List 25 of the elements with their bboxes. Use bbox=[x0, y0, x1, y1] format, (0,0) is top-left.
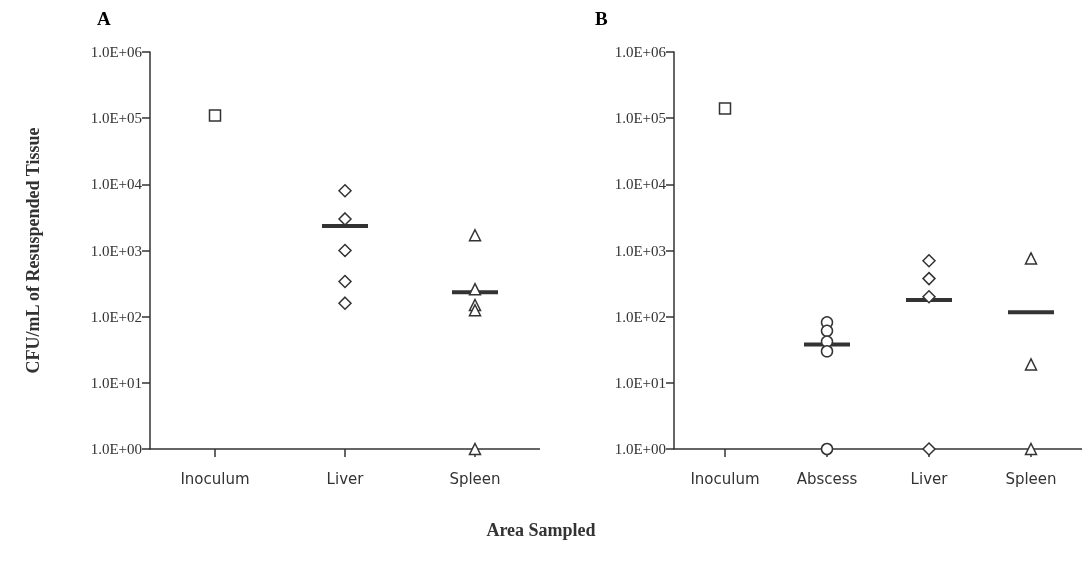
y-tick-label: 1.0E+00 bbox=[614, 441, 666, 457]
y-tick-label: 1.0E+06 bbox=[90, 44, 143, 60]
y-tick-label: 1.0E+05 bbox=[90, 110, 142, 127]
x-tick-label: Spleen bbox=[449, 469, 501, 488]
x-tick-label: Liver bbox=[910, 469, 949, 488]
y-tick-label: 1.0E+02 bbox=[90, 308, 142, 325]
y-tick-label: 1.0E+03 bbox=[90, 242, 142, 259]
y-tick-label: 1.0E+02 bbox=[614, 308, 666, 325]
y-axis-title: CFU/mL of Resuspended Tissue bbox=[23, 127, 43, 374]
x-tick-label: Spleen bbox=[1005, 469, 1057, 488]
x-tick-label: Liver bbox=[326, 469, 365, 488]
y-tick-label: 1.0E+04 bbox=[614, 176, 667, 193]
x-tick-label: Inoculum bbox=[180, 469, 250, 488]
y-tick-label: 1.0E+00 bbox=[90, 441, 142, 457]
y-tick-label: 1.0E+03 bbox=[614, 242, 666, 259]
chart-title: B bbox=[595, 8, 608, 29]
y-tick-label: 1.0E+01 bbox=[614, 374, 666, 391]
chart-title: A bbox=[97, 8, 111, 29]
y-tick-label: 1.0E+01 bbox=[90, 374, 142, 391]
y-tick-label: 1.0E+05 bbox=[614, 110, 666, 127]
x-tick-label: Abscess bbox=[796, 469, 858, 488]
y-tick-label: 1.0E+04 bbox=[90, 176, 143, 193]
x-axis-title: Area Sampled bbox=[485, 520, 597, 541]
x-tick-label: Inoculum bbox=[690, 469, 760, 488]
y-tick-label: 1.0E+06 bbox=[614, 44, 667, 60]
